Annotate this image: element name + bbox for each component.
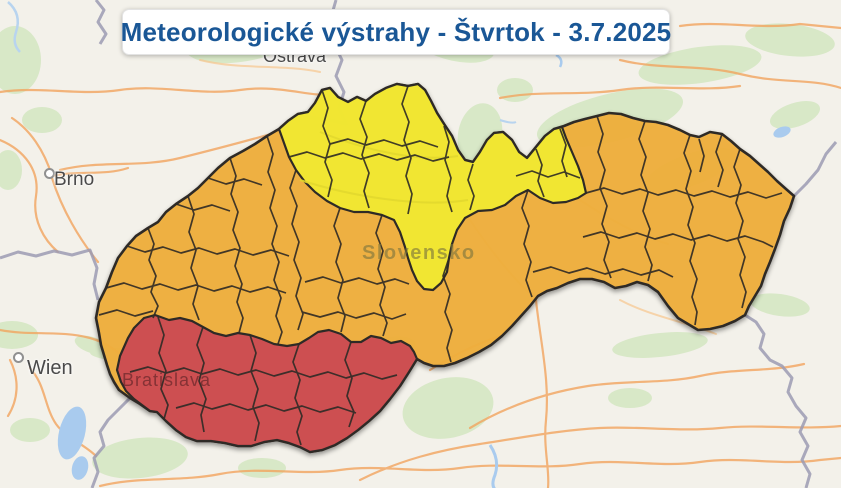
slovakia-country (94, 82, 796, 454)
city-label-wien: Wien (27, 357, 73, 379)
warning-zone-yellow[interactable] (277, 82, 588, 292)
city-marker-wien (13, 352, 24, 363)
city-label-bratislava: Bratislava (122, 370, 212, 390)
country-label-slovensko: Slovensko (362, 242, 476, 264)
city-marker-brno (44, 168, 55, 179)
city-label-brno: Brno (54, 169, 95, 190)
district-borders (98, 85, 783, 446)
warning-zone-red[interactable] (115, 313, 419, 454)
page-title: Meteorologické výstrahy - Štvrtok - 3.7.… (120, 16, 672, 47)
title-banner: Meteorologické výstrahy - Štvrtok - 3.7.… (120, 9, 672, 55)
